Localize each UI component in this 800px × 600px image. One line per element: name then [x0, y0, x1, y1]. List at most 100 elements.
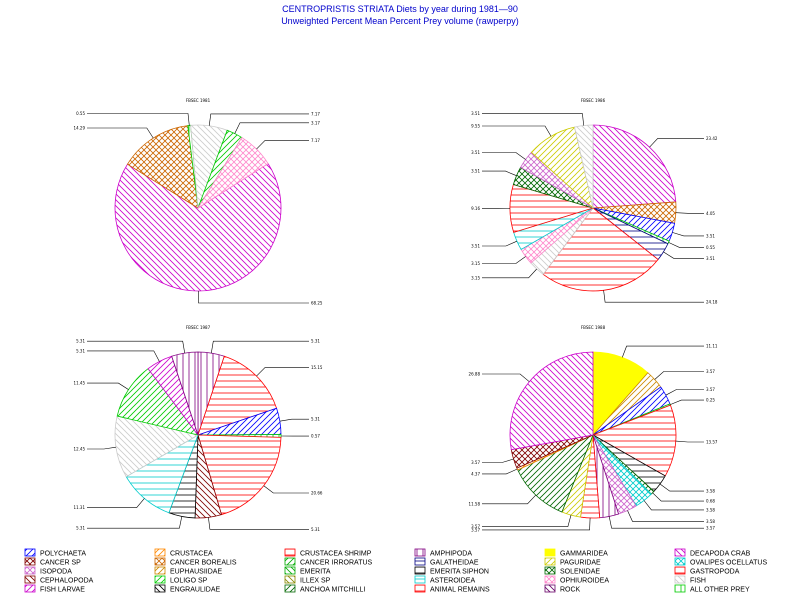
pie-data-label: 11.45: [74, 381, 86, 386]
leader-line: [87, 516, 183, 529]
leader-line: [603, 290, 704, 303]
legend-item-engraulidae: ENGRAULIDAE: [154, 584, 221, 594]
leader-line: [482, 256, 526, 264]
leader-line: [608, 516, 704, 529]
legend-item-euphausiidae: EUPHAUSIIDAE: [154, 566, 222, 576]
leader-line: [482, 514, 572, 527]
pie-data-label: 3.58: [706, 519, 715, 524]
legend-item-animal-remains: ANIMAL REMAINS: [414, 584, 490, 594]
legend-item-galatheidae: GALATHEIDAE: [414, 557, 479, 567]
pie-title: FBSEC 1988: [581, 325, 606, 330]
pie-chart-2: FBSEC 1986 23.42 4.05 3.51 0.55 3.51 24.18 3.15…: [471, 98, 718, 305]
legend-item-cephalopoda: CEPHALOPODA: [24, 575, 94, 585]
legend-label: ASTEROIDEA: [430, 578, 475, 585]
leader-line: [87, 498, 145, 508]
legend-swatch: [544, 548, 556, 557]
leader-line: [198, 290, 309, 304]
leader-line: [482, 152, 526, 160]
legend-swatch: [544, 566, 556, 575]
chart-subtitle: Unweighted Percent Mean Percent Prey vol…: [281, 16, 519, 26]
leader-line: [87, 382, 129, 390]
pie-data-label: 0.25: [706, 398, 715, 403]
pie-data-label: 20.66: [311, 491, 323, 496]
pie-data-label: 26.88: [469, 372, 481, 377]
leader-line: [87, 127, 154, 139]
legend-label: FISH: [690, 578, 706, 585]
leader-line: [482, 517, 591, 531]
leader-line: [665, 389, 704, 396]
legend-item-fish-larvae: FISH LARVAE: [24, 584, 85, 594]
legend-swatch: [544, 584, 556, 593]
legend-label: ANIMAL REMAINS: [430, 587, 490, 594]
pie-data-label: 23.42: [706, 136, 718, 141]
legend-swatch: [24, 584, 36, 593]
pie-slice-fish: [574, 124, 594, 209]
legend-swatch: [414, 566, 426, 575]
pie-data-label: 12.45: [74, 447, 86, 452]
legend-swatch: [414, 557, 426, 566]
pie-data-label: 3.15: [471, 261, 480, 266]
leader-line: [668, 242, 704, 248]
legend-label: CRUSTACEA: [170, 551, 213, 558]
pie-data-label: 3.58: [706, 489, 715, 494]
legend-swatch: [414, 584, 426, 593]
legend-label: CEPHALOPODA: [40, 578, 94, 585]
leader-line: [482, 494, 537, 505]
pie-data-label: 4.05: [706, 211, 715, 216]
pie-data-label: 0.55: [76, 111, 85, 116]
pie-data-label: 0.68: [706, 499, 715, 504]
legend-label: DECAPODA CRAB: [690, 551, 751, 558]
legend-label: CANCER BOREALIS: [170, 560, 237, 567]
leader-line: [659, 483, 704, 492]
pie-slice-animal-remains: [542, 207, 659, 292]
legend-item-gammaridea: GAMMARIDEA: [544, 548, 608, 558]
leader-line: [87, 446, 116, 450]
leader-line: [643, 500, 704, 511]
leader-line: [279, 418, 309, 422]
legend-label: SOLENIDAE: [560, 569, 600, 576]
pie-data-label: 3.58: [706, 507, 715, 512]
legend-swatch: [24, 557, 36, 566]
legend-label: ROCK: [560, 587, 581, 594]
pie-slice-decapoda-crab: [509, 351, 594, 451]
legend-item-ovalipes-ocellatus: OVALIPES OCELLATUS: [674, 557, 767, 567]
pie-slice-anchoa-mitchilli: [517, 434, 594, 513]
leader-line: [482, 125, 552, 137]
pie-slice-animal-remains: [197, 434, 282, 516]
pie-data-label: 4.37: [471, 471, 480, 476]
leader-line: [482, 268, 537, 279]
legend-swatch: [544, 557, 556, 566]
legend-item-gastropoda: GASTROPODA: [674, 566, 740, 576]
pie-data-label: 5.31: [311, 417, 320, 422]
leader-line: [87, 340, 185, 354]
leader-line: [670, 399, 704, 405]
legend-label: CANCER IRRORATUS: [300, 560, 373, 567]
legend-swatch: [154, 557, 166, 566]
pie-data-label: 3.51: [471, 111, 480, 116]
leader-line: [672, 232, 704, 237]
legend-item-isopoda: ISOPODA: [24, 566, 72, 576]
leader-line: [263, 485, 309, 494]
pie-data-label: 3.57: [471, 527, 480, 532]
pie-data-label: 9.55: [471, 124, 480, 129]
leader-line: [649, 138, 704, 148]
legend-item-emerita-siphon: EMERITA SIPHON: [414, 566, 489, 576]
pie-slice-animal-remains: [592, 404, 677, 477]
legend-label: LOLIGO SP: [170, 578, 208, 585]
leader-line: [208, 517, 309, 530]
leader-line: [234, 122, 309, 134]
legend-item-cancer-borealis: CANCER BOREALIS: [154, 557, 237, 567]
legend-label: OPHIUROIDEA: [560, 578, 609, 585]
legend-swatch: [24, 548, 36, 557]
pie-data-label: 9.16: [471, 206, 480, 211]
legend-swatch: [414, 575, 426, 584]
pie-data-label: 68.25: [311, 301, 323, 306]
pie-chart-1: FBSEC 1981 68.25 14.29 0.55 7.17 3.17 7.17: [74, 98, 323, 306]
legend-item-crustacea-shrimp: CRUSTACEA SHRIMP: [284, 548, 372, 558]
legend-item-amphipoda: AMPHIPODA: [414, 548, 472, 558]
pie-slice-fish: [114, 415, 200, 478]
legend-label: ANCHOA MITCHILLI: [300, 587, 365, 594]
legend-item-cancer-sp: CANCER SP: [24, 557, 81, 567]
